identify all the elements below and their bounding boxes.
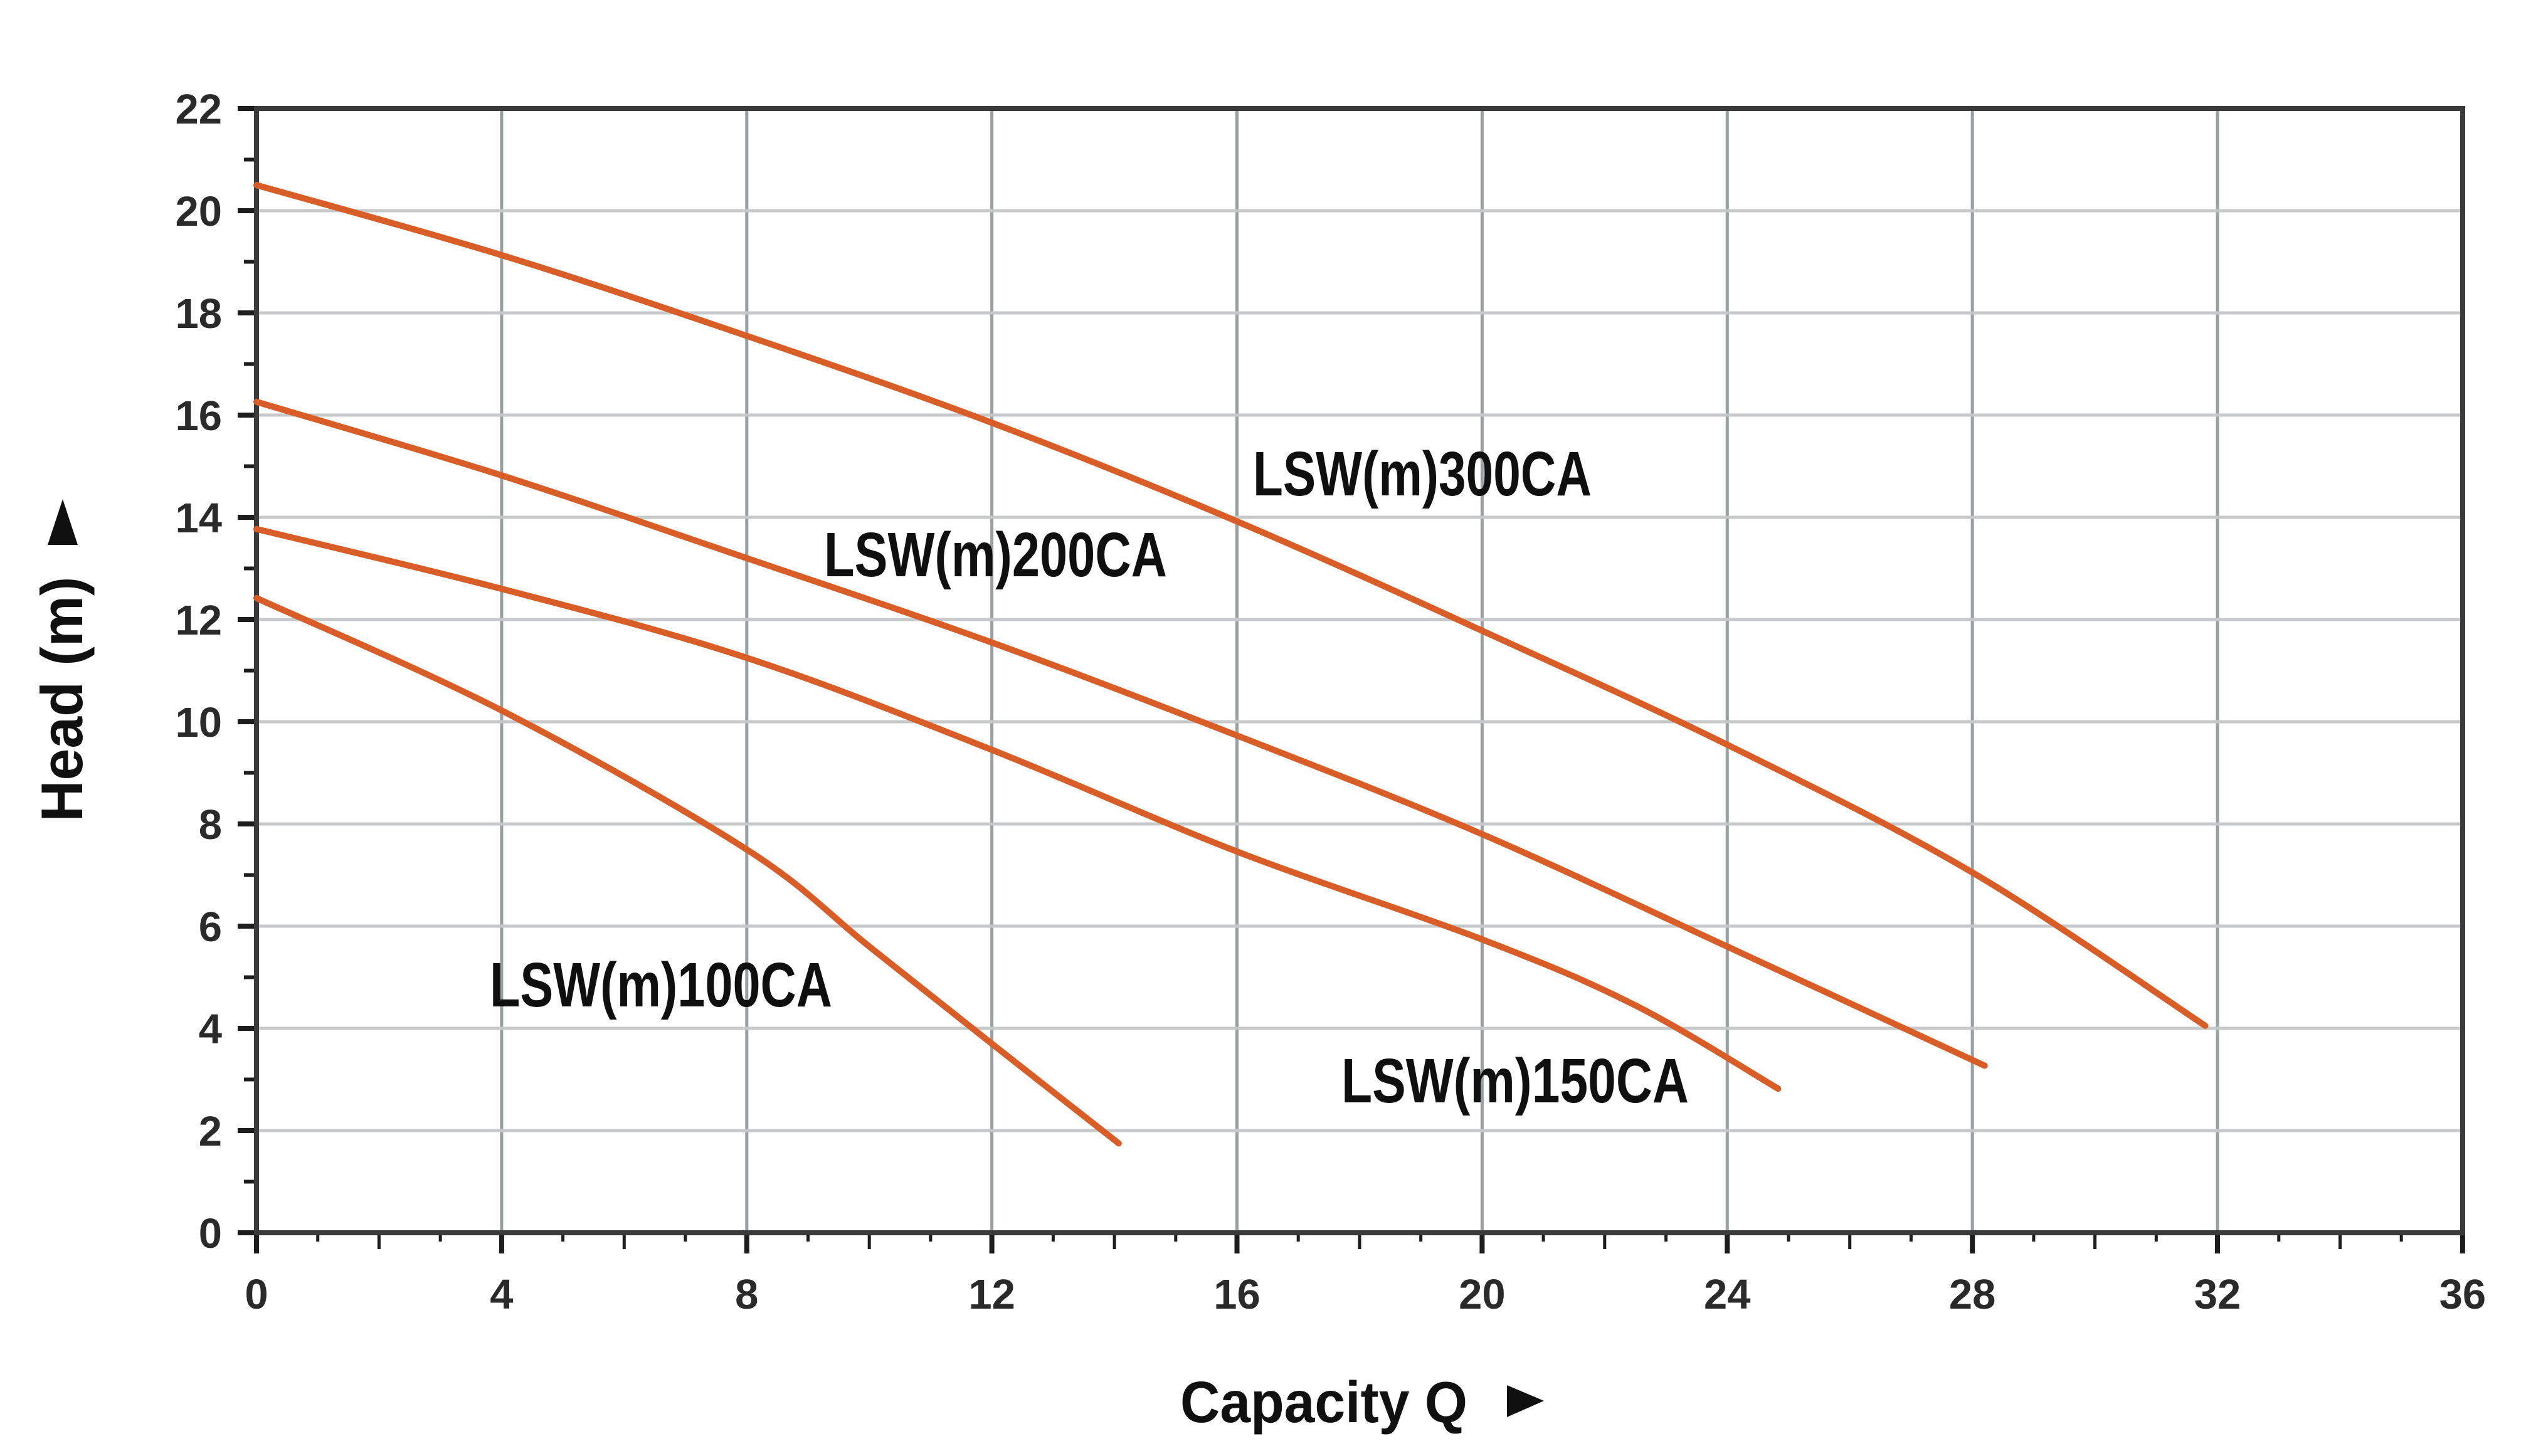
svg-text:18: 18 (175, 290, 222, 337)
svg-text:Head (m): Head (m) (29, 577, 95, 822)
svg-text:24: 24 (1704, 1271, 1751, 1318)
svg-text:10: 10 (175, 699, 222, 746)
svg-text:LSW(m)300CA: LSW(m)300CA (1253, 439, 1592, 509)
svg-text:LSW(m)100CA: LSW(m)100CA (490, 950, 832, 1020)
svg-text:0: 0 (199, 1210, 222, 1257)
svg-text:8: 8 (199, 801, 222, 848)
svg-text:LSW(m)150CA: LSW(m)150CA (1341, 1046, 1689, 1116)
svg-text:14: 14 (175, 495, 222, 542)
svg-text:20: 20 (175, 188, 222, 235)
svg-text:2: 2 (199, 1108, 222, 1155)
svg-text:4: 4 (490, 1271, 513, 1318)
svg-text:22: 22 (175, 86, 222, 133)
svg-text:28: 28 (1949, 1271, 1996, 1318)
svg-text:12: 12 (175, 597, 222, 644)
svg-text:8: 8 (735, 1271, 758, 1318)
svg-text:6: 6 (199, 904, 222, 951)
svg-text:32: 32 (2194, 1271, 2241, 1318)
svg-text:LSW(m)200CA: LSW(m)200CA (824, 520, 1167, 590)
svg-text:20: 20 (1459, 1271, 1506, 1318)
svg-text:0: 0 (245, 1271, 268, 1318)
svg-text:16: 16 (175, 393, 222, 440)
svg-text:4: 4 (199, 1006, 222, 1053)
svg-text:Capacity Q: Capacity Q (1180, 1369, 1467, 1435)
svg-text:16: 16 (1213, 1271, 1260, 1318)
svg-text:36: 36 (2439, 1271, 2487, 1318)
svg-text:12: 12 (968, 1271, 1015, 1318)
